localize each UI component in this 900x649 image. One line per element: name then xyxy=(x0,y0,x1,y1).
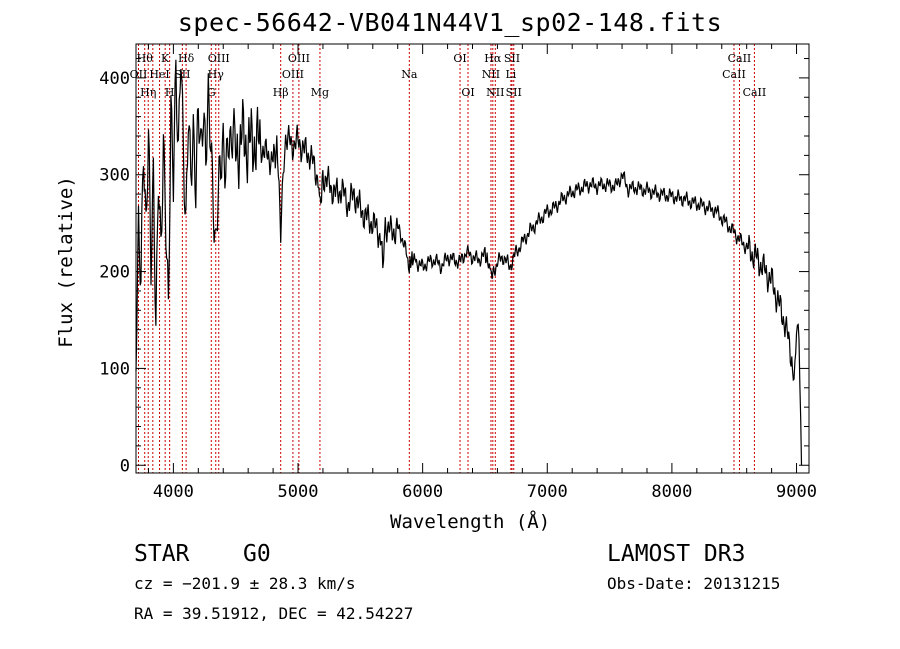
line-marker-labels: OII Hθ Hη HeI K H SII Hδ G Hγ OIII Hβ OIII OIII Mg Na OI… xyxy=(130,52,767,99)
line-marker-label: CaII xyxy=(722,68,746,81)
x-tick-label: 8000 xyxy=(651,482,692,502)
line-marker-label: Hα xyxy=(484,52,502,65)
x-tick-label: 6000 xyxy=(402,482,443,502)
y-axis-label: Flux (relative) xyxy=(55,176,77,348)
plot-frame xyxy=(135,43,810,474)
chart-title: spec-56642-VB041N44V1_sp02-148.fits xyxy=(177,8,723,37)
line-marker-label: SII xyxy=(506,86,522,99)
line-marker-label: NII xyxy=(486,86,504,99)
line-marker-label: SII xyxy=(504,52,520,65)
line-marker-label: CaII xyxy=(728,52,752,65)
coordinates: RA = 39.51912, DEC = 42.54227 xyxy=(134,604,414,623)
observation-date: Obs-Date: 20131215 xyxy=(607,574,781,593)
line-marker-label: Na xyxy=(401,68,418,81)
object-class: STAR xyxy=(134,541,190,567)
line-markers xyxy=(137,44,755,473)
y-tick-label: 0 xyxy=(120,456,130,476)
line-marker-label: OII xyxy=(130,68,148,81)
line-marker-label: NII xyxy=(482,68,500,81)
object-subclass: G0 xyxy=(243,541,271,567)
spectrum-series-line xyxy=(135,59,803,466)
x-tick-label: 5000 xyxy=(278,482,319,502)
survey-name: LAMOST DR3 xyxy=(607,541,746,567)
line-marker-label: Mg xyxy=(311,86,329,99)
y-tick-label: 400 xyxy=(99,69,130,89)
x-axis-label: Wavelength (Å) xyxy=(390,511,551,533)
line-marker-label: OI xyxy=(453,52,466,65)
line-marker-label: G xyxy=(207,86,216,99)
y-tick-label: 200 xyxy=(99,263,130,283)
line-marker-label: Hβ xyxy=(273,86,289,99)
line-marker-label: OIII xyxy=(282,68,304,81)
y-tick-label: 300 xyxy=(99,166,130,186)
x-tick-label: 7000 xyxy=(527,482,568,502)
redshift-velocity: cz = −201.9 ± 28.3 km/s xyxy=(134,574,356,593)
line-marker-label: CaII xyxy=(743,86,767,99)
line-marker-label: OIII xyxy=(288,52,310,65)
line-marker-label: Li xyxy=(505,68,516,81)
line-marker-label: OIII xyxy=(208,52,230,65)
line-marker-label: K xyxy=(161,52,170,65)
line-marker-label: Hδ xyxy=(178,52,195,65)
y-tick-label: 100 xyxy=(99,359,130,379)
line-marker-label: HeI xyxy=(149,68,169,81)
x-tick-label: 4000 xyxy=(153,482,194,502)
line-marker-label: H xyxy=(165,86,175,99)
line-marker-label: Hη xyxy=(140,86,156,99)
line-marker-label: SII xyxy=(174,68,190,81)
line-marker-label: OI xyxy=(461,86,474,99)
x-tick-label: 9000 xyxy=(776,482,817,502)
line-marker-label: Hθ xyxy=(137,52,154,65)
line-marker-label: Hγ xyxy=(208,68,225,81)
